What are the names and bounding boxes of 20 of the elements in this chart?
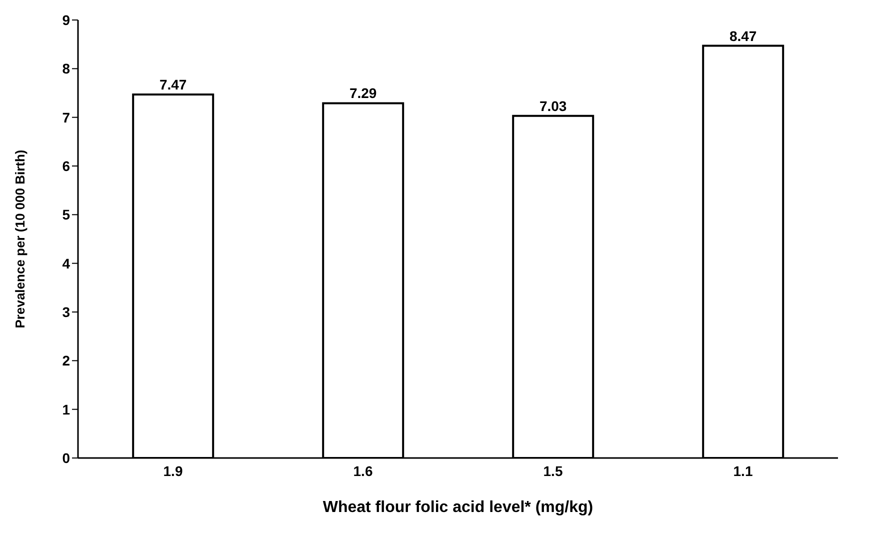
- y-tick-label: 5: [62, 206, 70, 223]
- y-tick-label: 3: [62, 304, 70, 320]
- y-tick-label: 7: [62, 109, 70, 126]
- data-label: 7.03: [539, 98, 567, 114]
- x-tick-label: 1.6: [353, 462, 373, 479]
- data-label: 7.29: [349, 85, 377, 102]
- y-tick-label: 9: [62, 12, 70, 28]
- y-axis-title: Prevalence per (10 000 Birth): [12, 150, 28, 328]
- y-tick-label: 2: [62, 352, 70, 369]
- x-tick-label: 1.5: [543, 462, 563, 479]
- y-tick-label: 8: [62, 60, 70, 77]
- x-axis-title: Wheat flour folic acid level* (mg/kg): [322, 499, 594, 516]
- x-tick-label: 1.9: [163, 462, 183, 479]
- y-tick-label: 0: [62, 450, 70, 466]
- y-tick-label: 4: [62, 255, 70, 272]
- data-label: 8.47: [729, 28, 757, 44]
- y-tick-label: 1: [62, 401, 70, 418]
- x-tick-label: 1.1: [733, 462, 753, 479]
- data-label: 7.47: [159, 76, 187, 92]
- y-tick-label: 6: [62, 158, 70, 174]
